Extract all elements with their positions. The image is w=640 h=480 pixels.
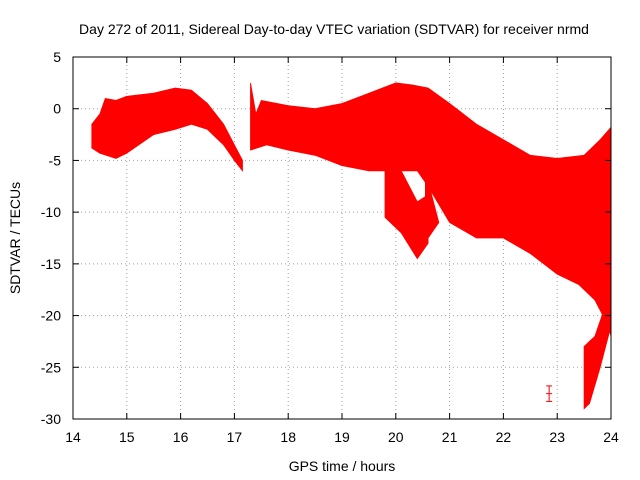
series-band-segment-4: [583, 294, 612, 410]
x-tick-label: 21: [442, 429, 458, 445]
data-series: [91, 82, 612, 410]
x-tick-label: 20: [388, 429, 404, 445]
x-tick-labels: 14 15 16 17 18 19 20 21 22 23 24: [65, 429, 619, 445]
y-axis-label: SDTVAR / TECUs: [7, 182, 23, 294]
y-tick-label: 0: [53, 101, 61, 117]
x-tick-label: 23: [549, 429, 565, 445]
series-band-segment-1: [91, 87, 243, 172]
y-tick-label: -15: [41, 256, 61, 272]
x-axis-label: GPS time / hours: [289, 458, 396, 474]
axis-ticks: [72, 56, 612, 420]
y-tick-label: 5: [53, 49, 61, 65]
x-tick-label: 17: [227, 429, 243, 445]
x-tick-label: 22: [496, 429, 512, 445]
y-tick-label: -10: [41, 204, 61, 220]
x-tick-label: 19: [334, 429, 350, 445]
x-tick-label: 16: [173, 429, 189, 445]
x-tick-label: 14: [65, 429, 81, 445]
series-band-segment-3: [384, 170, 440, 260]
y-tick-label: -5: [49, 152, 62, 168]
x-tick-label: 18: [280, 429, 296, 445]
y-tick-label: -20: [41, 308, 61, 324]
outlier-errorbar: [546, 385, 553, 402]
x-tick-label: 15: [119, 429, 135, 445]
y-tick-labels: 5 0 -5 -10 -15 -20 -25 -30: [41, 49, 61, 427]
x-tick-label: 24: [603, 429, 619, 445]
y-tick-label: -25: [41, 359, 61, 375]
chart-title: Day 272 of 2011, Sidereal Day-to-day VTE…: [79, 21, 589, 37]
y-tick-label: -30: [41, 411, 61, 427]
